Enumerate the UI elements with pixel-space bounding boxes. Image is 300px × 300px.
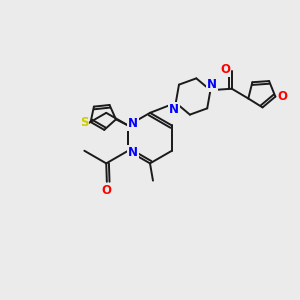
Text: O: O	[220, 63, 230, 76]
Text: S: S	[80, 116, 88, 128]
Text: N: N	[128, 118, 138, 130]
Text: O: O	[278, 90, 288, 103]
Text: N: N	[169, 103, 179, 116]
Text: O: O	[102, 184, 112, 196]
Text: N: N	[207, 78, 217, 91]
Text: N: N	[128, 146, 138, 159]
